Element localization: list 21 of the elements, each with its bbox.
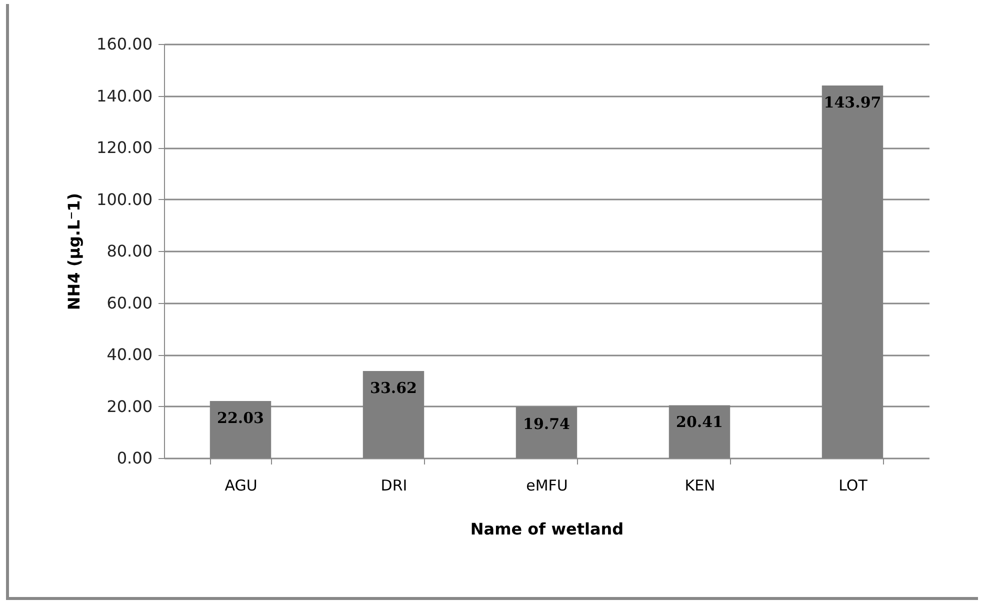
data-label: 22.03 [217,408,264,427]
y-tick-label: 160.00 [96,34,152,54]
y-tick-label: 60.00 [106,293,152,312]
data-label: 20.41 [676,413,723,432]
x-axis-title: Name of wetland [470,520,624,538]
y-axis-title: NH4 (µg.L⁻1) [64,192,84,310]
x-tick-label: KEN [684,476,716,494]
x-tick-label: eMFU [526,476,568,494]
x-tick-label: AGU [224,476,258,494]
y-tick-label: 0.00 [116,448,152,468]
y-tick-label: 40.00 [106,345,152,364]
data-label: 19.74 [523,414,570,433]
x-tick-label: LOT [838,476,868,494]
y-tick-label: 20.00 [106,396,152,416]
data-label: 143.97 [824,93,882,112]
y-tick-label: 120.00 [96,138,152,157]
data-label: 33.62 [370,379,417,398]
y-tick-label: 100.00 [96,190,152,209]
x-tick-label: DRI [380,476,408,494]
y-tick-label: 140.00 [96,86,152,106]
y-tick-label: 80.00 [106,242,152,260]
